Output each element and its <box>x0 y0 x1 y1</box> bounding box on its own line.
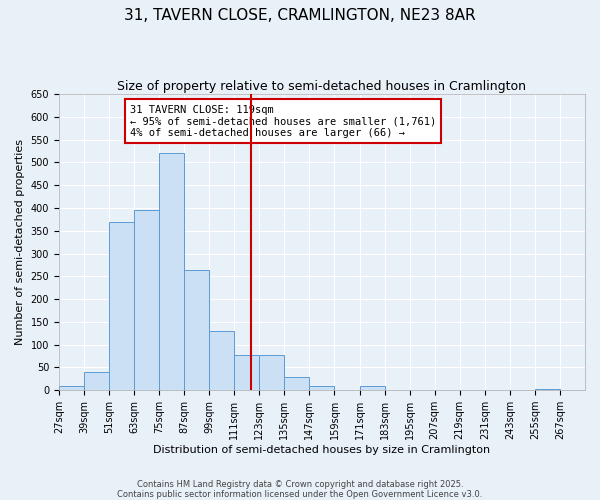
Bar <box>134 210 159 390</box>
Text: 31 TAVERN CLOSE: 119sqm
← 95% of semi-detached houses are smaller (1,761)
4% of : 31 TAVERN CLOSE: 119sqm ← 95% of semi-de… <box>130 104 436 138</box>
Text: Contains HM Land Registry data © Crown copyright and database right 2025.
Contai: Contains HM Land Registry data © Crown c… <box>118 480 482 499</box>
Title: Size of property relative to semi-detached houses in Cramlington: Size of property relative to semi-detach… <box>118 80 526 93</box>
Bar <box>259 354 284 390</box>
Y-axis label: Number of semi-detached properties: Number of semi-detached properties <box>15 139 25 345</box>
Bar <box>84 372 109 390</box>
Bar <box>59 386 84 390</box>
Bar <box>234 354 259 390</box>
Bar <box>535 389 560 390</box>
Bar <box>109 222 134 390</box>
Bar <box>184 270 209 390</box>
X-axis label: Distribution of semi-detached houses by size in Cramlington: Distribution of semi-detached houses by … <box>154 445 491 455</box>
Bar <box>284 378 310 390</box>
Bar <box>159 154 184 390</box>
Bar <box>209 331 234 390</box>
Text: 31, TAVERN CLOSE, CRAMLINGTON, NE23 8AR: 31, TAVERN CLOSE, CRAMLINGTON, NE23 8AR <box>124 8 476 22</box>
Bar <box>310 386 334 390</box>
Bar <box>359 386 385 390</box>
